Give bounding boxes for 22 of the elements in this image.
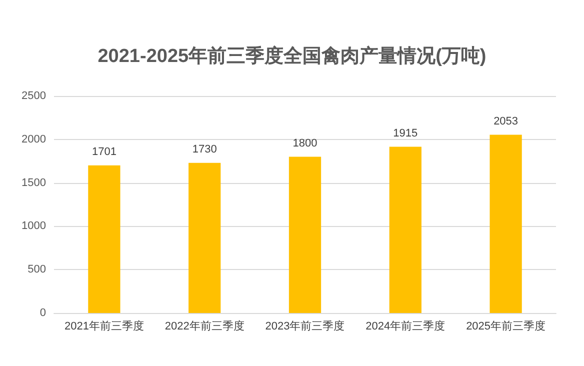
x-tick-label: 2024年前三季度: [366, 320, 446, 332]
data-label: 1701: [92, 146, 116, 158]
bar: [188, 162, 221, 313]
data-label: 1800: [292, 137, 318, 150]
x-tick-label: 2021年前三季度: [64, 320, 144, 332]
bar: [490, 134, 522, 313]
y-tick-label: 0: [40, 307, 46, 319]
y-tick-label: 1500: [22, 176, 46, 189]
x-tick-label: 2022年前三季度: [164, 320, 244, 332]
y-tick-label: 1000: [22, 220, 46, 232]
data-label: 1915: [393, 127, 418, 140]
data-label: 1730: [192, 143, 217, 156]
bar: [288, 156, 322, 313]
y-tick-label: 500: [28, 264, 46, 276]
bar: [88, 165, 120, 313]
bar: [389, 146, 422, 313]
y-tick-label: 2500: [22, 90, 46, 102]
x-tick-label: 2023年前三季度: [265, 320, 345, 332]
y-tick-label: 2000: [22, 133, 46, 146]
chart-title: 2021-2025年前三季度全国禽肉产量情况(万吨): [98, 45, 486, 67]
data-label: 2053: [494, 115, 518, 128]
x-tick-label: 2025年前三季度: [466, 320, 546, 332]
